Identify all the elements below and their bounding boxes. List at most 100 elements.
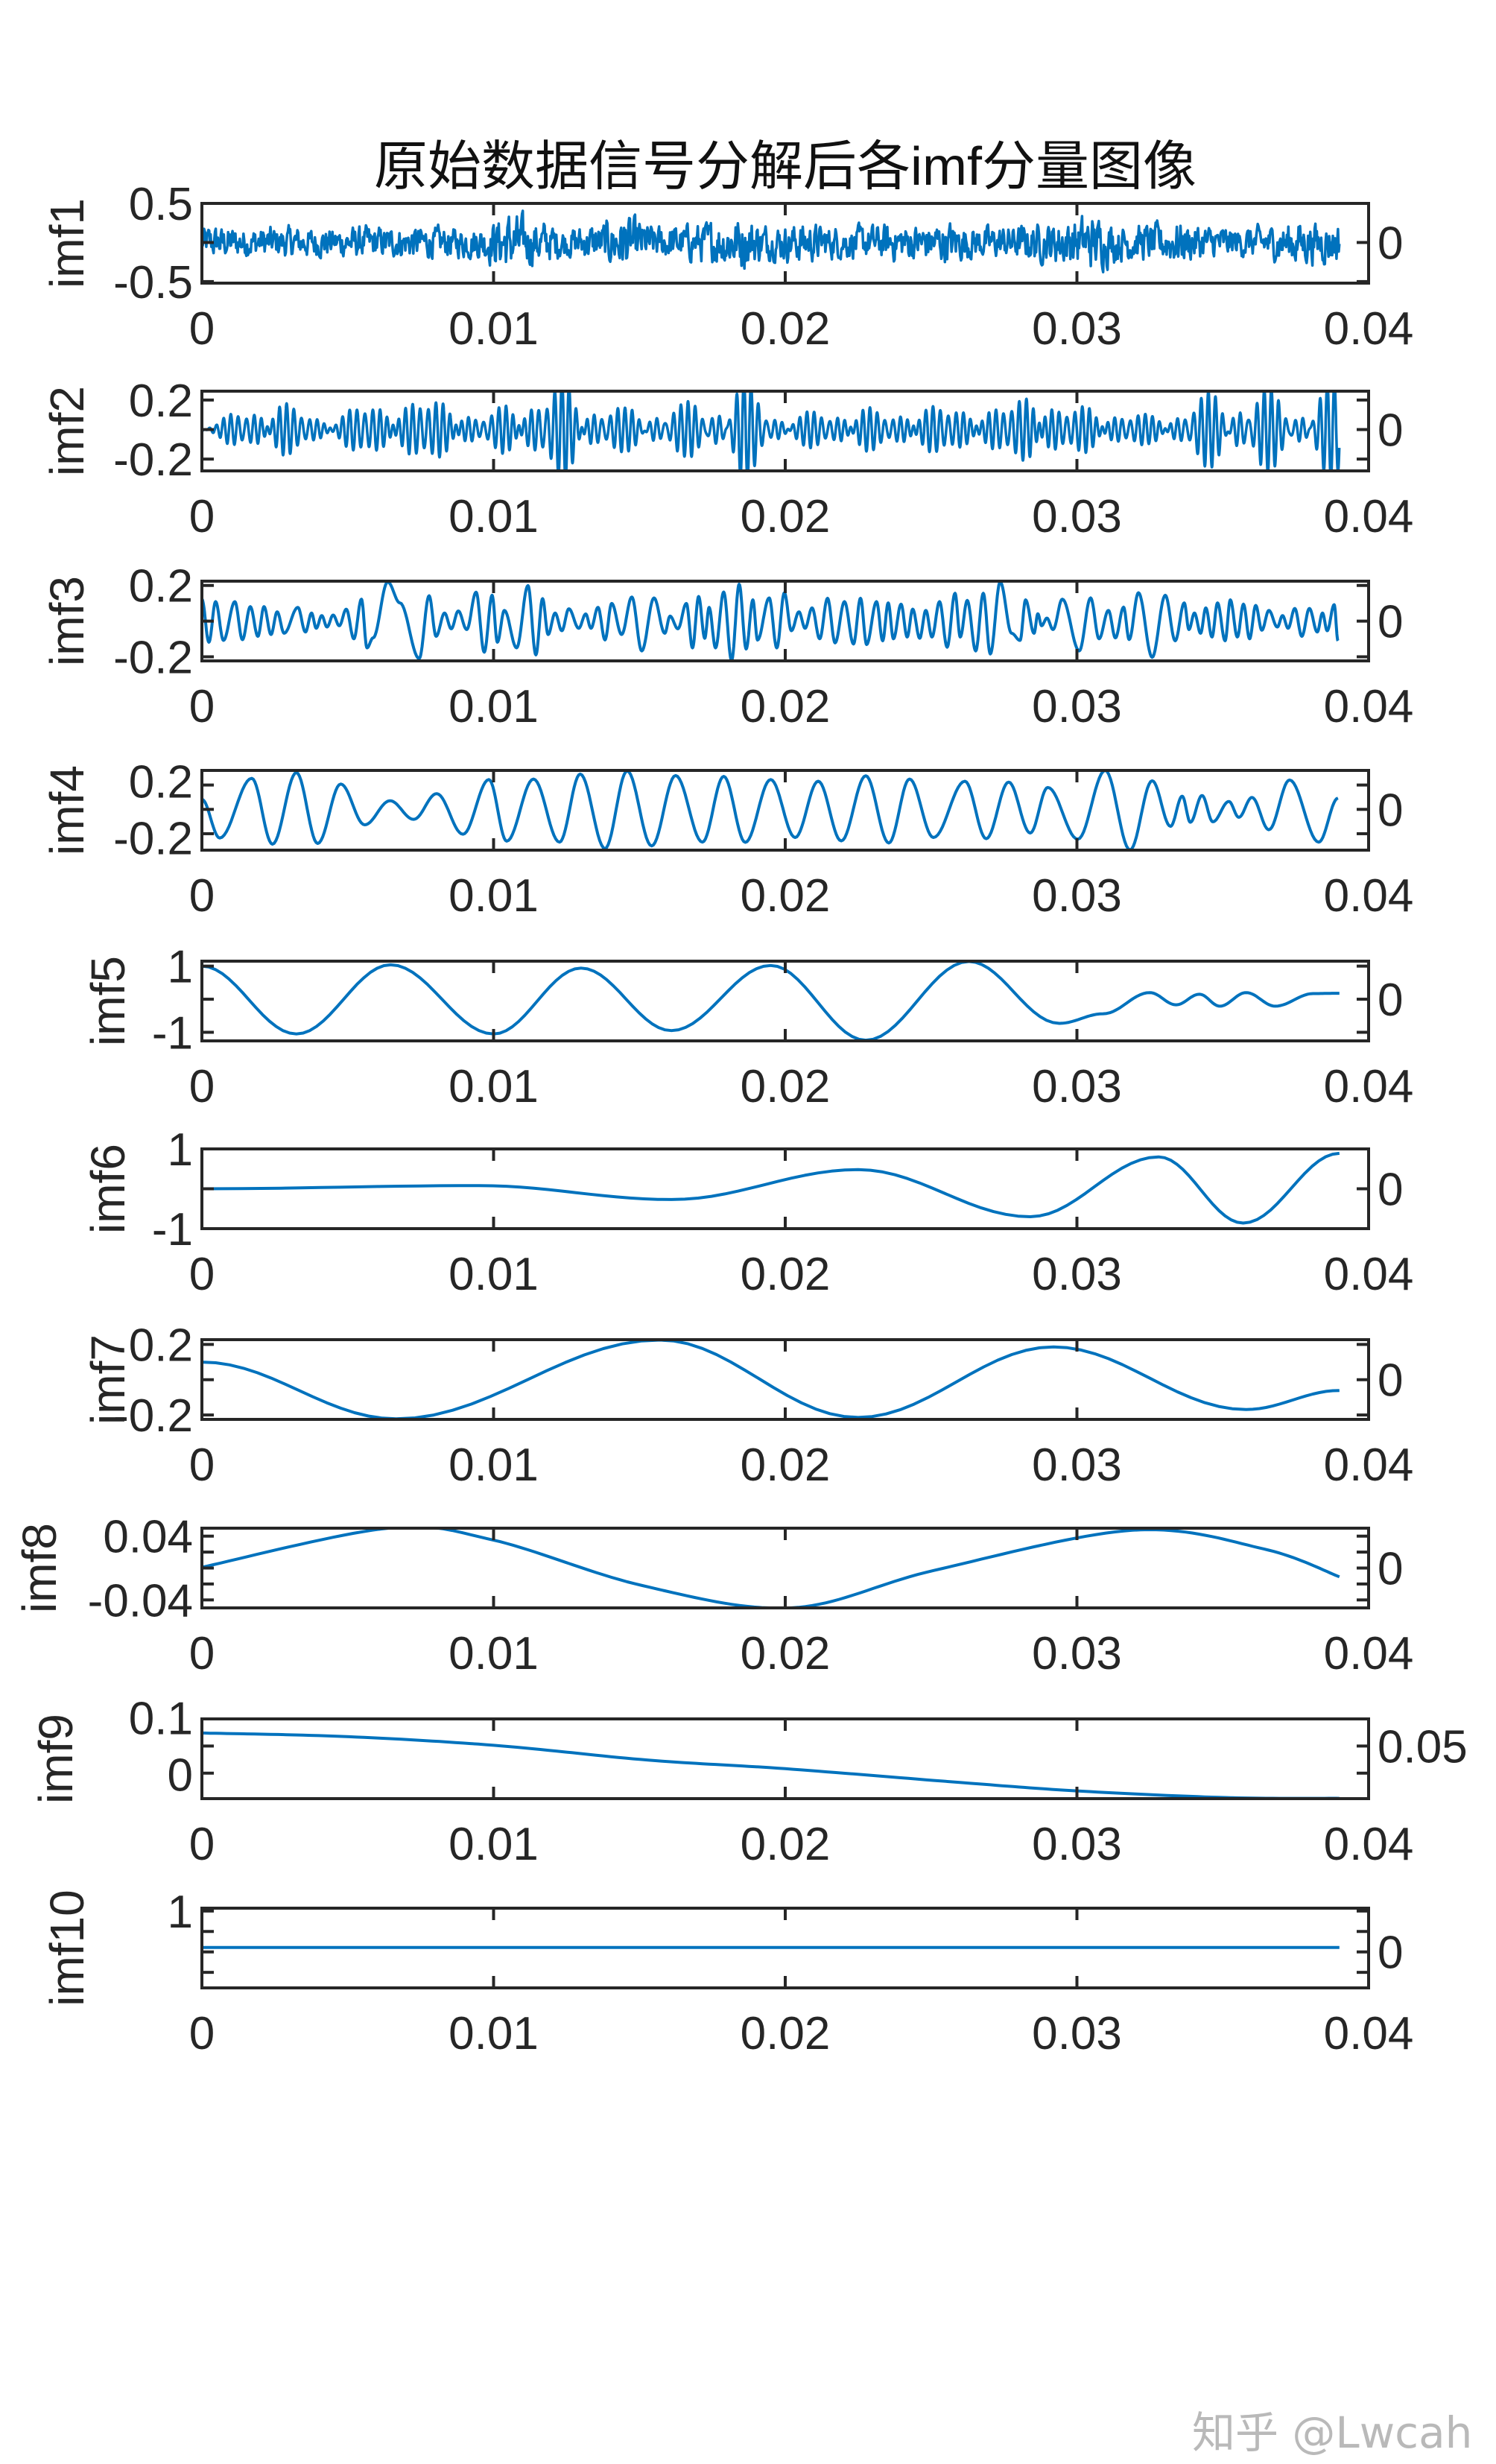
x-tick-label: 0 <box>189 870 215 922</box>
y-tick-label: 0.2 <box>129 756 193 808</box>
y-tick-label: 0 <box>1378 1928 1403 1979</box>
x-tick-label: 0.02 <box>741 870 831 922</box>
x-tick-label: 0.03 <box>1032 681 1122 732</box>
x-tick-label: 0.03 <box>1032 870 1122 922</box>
x-tick-label: 0.01 <box>449 1440 539 1491</box>
x-tick-label: 0.02 <box>741 303 831 355</box>
y-tick-label: 0 <box>1378 597 1403 648</box>
x-tick-label: 0.01 <box>449 303 539 355</box>
subplot-imf4: 0 0.01 0.02 0.03 0.04 0.2-0.2 0 imf4 <box>40 756 1413 922</box>
y-tick-label: -0.2 <box>113 632 193 683</box>
x-tick-label: 0.02 <box>741 1819 831 1870</box>
x-tick-label: 0.04 <box>1324 2008 1414 2059</box>
x-tick-label: 0.02 <box>741 491 831 542</box>
x-tick-label: 0.03 <box>1032 2008 1122 2059</box>
x-tick-label: 0.03 <box>1032 1819 1122 1870</box>
x-tick-label: 0.01 <box>449 1249 539 1300</box>
y-tick-label: 1 <box>168 1124 193 1176</box>
x-tick-label: 0.03 <box>1032 1628 1122 1679</box>
y-tick-label: 0.2 <box>129 1320 193 1371</box>
x-tick-label: 0.01 <box>449 1628 539 1679</box>
y-axis-label: imf5 <box>81 956 135 1046</box>
y-tick-label: 0.05 <box>1378 1721 1468 1773</box>
x-tick-label: 0 <box>189 491 215 542</box>
x-tick-label: 0.01 <box>449 1061 539 1112</box>
x-tick-label: 0.04 <box>1324 1628 1414 1679</box>
watermark: 知乎 @Lwcah <box>1192 2407 1472 2458</box>
y-axis-label: imf6 <box>81 1144 135 1234</box>
x-tick-label: 0.03 <box>1032 1440 1122 1491</box>
x-tick-label: 0.04 <box>1324 681 1414 732</box>
imf6-series-line <box>201 1151 1340 1225</box>
x-tick-label: 0 <box>189 303 215 355</box>
y-tick-label: 0 <box>1378 975 1403 1026</box>
x-tick-label: 0.04 <box>1324 870 1414 922</box>
y-tick-label: 0.5 <box>129 179 193 230</box>
y-tick-label: 0.2 <box>129 561 193 612</box>
y-tick-label: 1 <box>168 942 193 993</box>
imf2-series-line <box>200 390 1341 472</box>
y-tick-label: 0 <box>1378 1544 1403 1595</box>
x-tick-label: 0.01 <box>449 491 539 542</box>
x-tick-label: 0.04 <box>1324 1819 1414 1870</box>
y-tick-label: 0 <box>1378 405 1403 457</box>
y-tick-label: 0 <box>1378 218 1403 269</box>
x-tick-label: 0.04 <box>1324 1061 1414 1112</box>
imf1-series-line <box>200 209 1341 273</box>
x-tick-label: 0 <box>189 1061 215 1112</box>
y-tick-label: -0.04 <box>88 1575 193 1627</box>
x-tick-label: 0.03 <box>1032 491 1122 542</box>
x-tick-label: 0 <box>189 1819 215 1870</box>
x-tick-label: 0.02 <box>741 681 831 732</box>
x-tick-label: 0.03 <box>1032 1249 1122 1300</box>
y-tick-label: -1 <box>152 1204 193 1255</box>
figure-title: 原始数据信号分解后各imf分量图像 <box>374 137 1197 197</box>
y-tick-label: 0.1 <box>129 1693 193 1744</box>
y-axis-label: imf4 <box>40 765 94 855</box>
x-tick-label: 0.03 <box>1032 303 1122 355</box>
y-tick-label: 1 <box>168 1887 193 1938</box>
y-tick-label: -0.5 <box>113 257 193 308</box>
y-axis-label: imf8 <box>13 1523 66 1613</box>
y-axis-label: imf10 <box>40 1890 94 2007</box>
x-tick-label: 0 <box>189 1628 215 1679</box>
imf9-series-line <box>201 1731 1340 1800</box>
y-tick-label: -0.2 <box>113 1390 193 1442</box>
x-tick-label: 0 <box>189 2008 215 2059</box>
x-tick-label: 0 <box>189 1440 215 1491</box>
y-axis-label: imf9 <box>29 1714 83 1804</box>
y-tick-label: 0 <box>1378 1165 1403 1216</box>
x-tick-label: 0.02 <box>741 1628 831 1679</box>
y-tick-label: 0 <box>168 1749 193 1801</box>
x-tick-label: 0.01 <box>449 870 539 922</box>
x-tick-label: 0.04 <box>1324 491 1414 542</box>
y-tick-label: 0 <box>1378 785 1403 836</box>
x-tick-label: 0 <box>189 681 215 732</box>
x-tick-label: 0.04 <box>1324 303 1414 355</box>
x-tick-label: 0.02 <box>741 2008 831 2059</box>
imf4-series-line <box>201 769 1339 852</box>
y-tick-label: -0.2 <box>113 813 193 864</box>
y-tick-label: 0.2 <box>129 376 193 427</box>
x-tick-label: 0.02 <box>741 1249 831 1300</box>
y-axis-label: imf7 <box>81 1334 135 1425</box>
x-tick-label: 0.04 <box>1324 1440 1414 1491</box>
y-tick-label: 0 <box>1378 1355 1403 1407</box>
x-tick-label: 0.01 <box>449 2008 539 2059</box>
y-tick-label: -1 <box>152 1007 193 1059</box>
y-tick-label: 0.04 <box>103 1512 193 1563</box>
y-axis-label: imf1 <box>40 198 94 288</box>
y-axis-label: imf3 <box>40 576 94 666</box>
x-tick-label: 0.02 <box>741 1440 831 1491</box>
